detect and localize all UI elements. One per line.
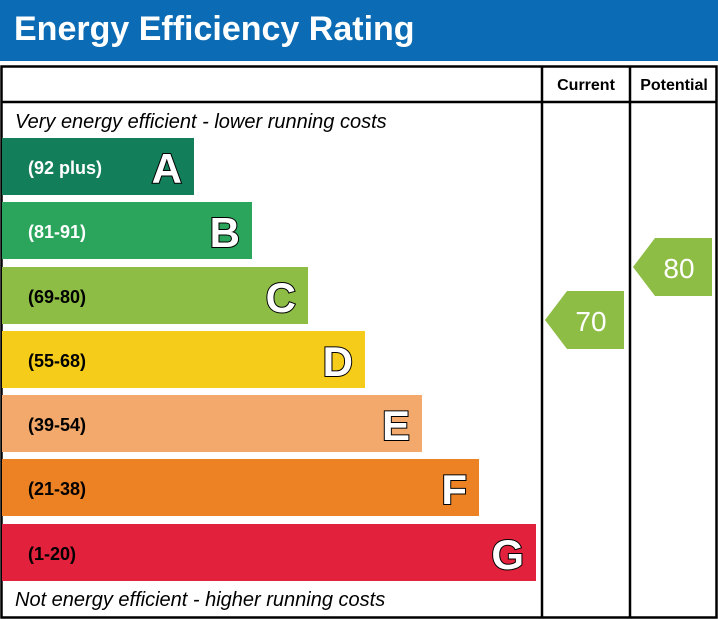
potential-arrow-shape xyxy=(633,238,712,296)
current-rating-value: 70 xyxy=(575,306,606,337)
top-note: Very energy efficient - lower running co… xyxy=(15,111,387,133)
band-letter: E xyxy=(382,402,410,449)
band-letter: D xyxy=(323,338,353,385)
band-e: (39-54) E xyxy=(2,395,422,452)
bottom-note: Not energy efficient - higher running co… xyxy=(15,589,385,611)
band-range: (69-80) xyxy=(28,287,86,307)
band-range: (39-54) xyxy=(28,415,86,435)
potential-column-header: Potential xyxy=(640,77,708,94)
band-range: (55-68) xyxy=(28,351,86,371)
band-bar xyxy=(2,459,479,516)
band-d: (55-68) D xyxy=(2,331,365,388)
potential-rating-arrow: 80 xyxy=(633,238,712,296)
current-rating-arrow: 70 xyxy=(545,291,624,349)
current-arrow-shape xyxy=(545,291,624,349)
band-bar xyxy=(2,202,252,259)
band-a: (92 plus) A xyxy=(2,138,194,195)
band-b: (81-91) B xyxy=(2,202,252,259)
band-range: (92 plus) xyxy=(28,158,102,178)
band-letter: G xyxy=(491,531,524,578)
band-letter: C xyxy=(266,274,296,321)
band-range: (21-38) xyxy=(28,479,86,499)
band-f: (21-38) F xyxy=(2,459,479,516)
band-c: (69-80) C xyxy=(2,267,308,324)
band-bar xyxy=(2,395,422,452)
band-bar xyxy=(2,138,194,195)
band-g: (1-20) G xyxy=(2,524,536,581)
band-bar xyxy=(2,267,308,324)
band-bar xyxy=(2,331,365,388)
band-letter: B xyxy=(210,209,240,256)
chart-header: Energy Efficiency Rating xyxy=(0,0,718,61)
band-letter: F xyxy=(441,466,467,513)
band-range: (1-20) xyxy=(28,544,76,564)
current-column-header: Current xyxy=(557,77,615,94)
band-range: (81-91) xyxy=(28,222,86,242)
band-letter: A xyxy=(152,145,182,192)
potential-rating-value: 80 xyxy=(663,253,694,284)
chart-title: Energy Efficiency Rating xyxy=(14,10,415,48)
chart-frame xyxy=(0,65,718,619)
band-bar xyxy=(2,524,536,581)
